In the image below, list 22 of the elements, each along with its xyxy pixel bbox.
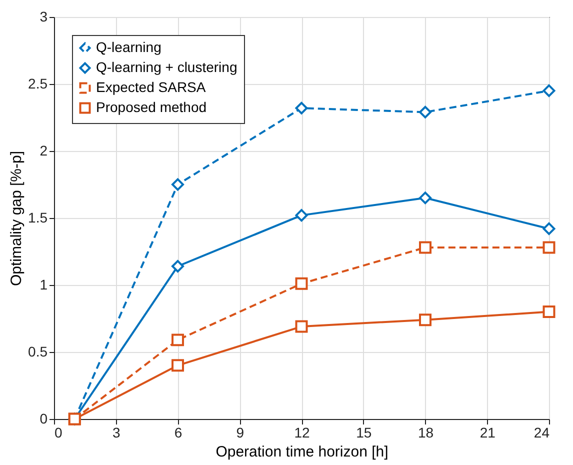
legend-label: Q-learning + clustering	[96, 59, 238, 75]
y-tick-label: 1.5	[28, 210, 48, 226]
y-tick-label: 3	[40, 8, 48, 24]
legend-label: Proposed method	[96, 99, 207, 115]
y-tick-label: 2.5	[28, 76, 48, 92]
y-tick-label: 2	[40, 142, 48, 158]
x-tick-label: 3	[112, 424, 120, 440]
y-axis-title: Optimality gap [%-p]	[8, 150, 26, 286]
x-axis-title: Operation time horizon [h]	[216, 444, 388, 460]
x-tick-label: 24	[534, 424, 550, 440]
x-tick-label: 0	[54, 424, 62, 440]
y-tick-label: 0	[40, 410, 48, 426]
y-tick-label: 1	[40, 276, 48, 292]
y-tick-label: 0.5	[28, 344, 48, 360]
x-tick-label: 15	[356, 424, 372, 440]
x-tick-label: 21	[480, 424, 496, 440]
x-tick-label: 12	[294, 424, 310, 440]
legend-label: Q-learning	[96, 39, 162, 55]
x-tick-label: 6	[174, 424, 182, 440]
x-tick-label: 18	[418, 424, 434, 440]
x-tick-label: 9	[236, 424, 244, 440]
legend-label: Expected SARSA	[96, 79, 206, 95]
